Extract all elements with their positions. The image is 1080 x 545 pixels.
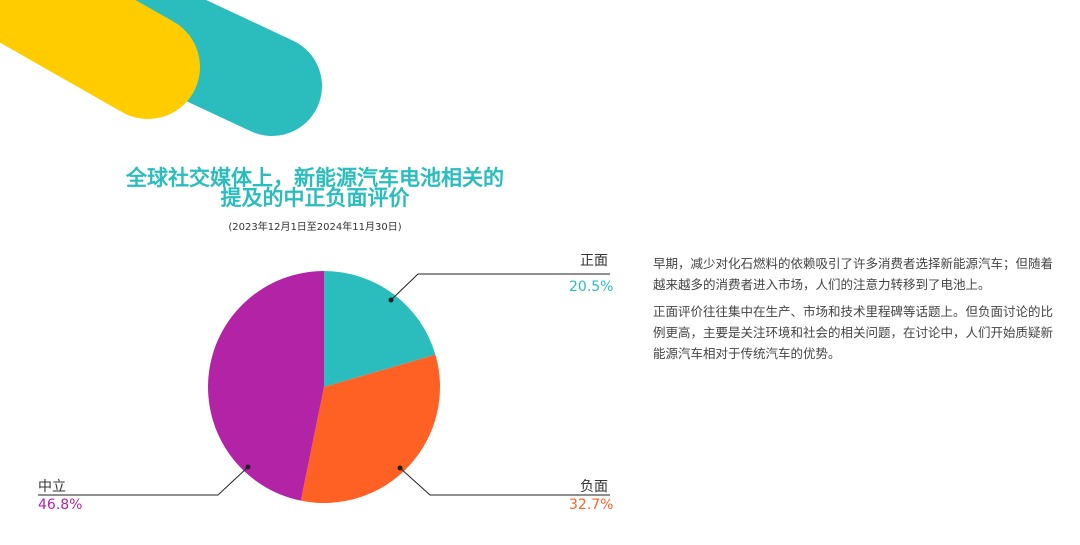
pie-slice-neutral — [208, 271, 324, 501]
leader-dot-neutral — [245, 464, 251, 470]
yellow-stripe — [0, 0, 200, 119]
value-negative: 32.7% — [569, 497, 614, 513]
leader-line-positive — [390, 273, 610, 301]
leader-line-negative — [399, 467, 610, 496]
value-neutral: 46.8% — [38, 497, 83, 513]
chart-subtitle: (2023年12月1日至2024年11月30日) — [228, 222, 402, 233]
chart-title-line2: 提及的中正负面评价 — [220, 186, 410, 210]
label-neutral: 中立 — [38, 479, 66, 495]
pie-slice-positive — [324, 271, 436, 387]
paragraph-2: 正面评价往往集中在生产、市场和技术里程碑等话题上。但负面讨论的比例更高，主要是关… — [653, 304, 1054, 361]
leader-dot-negative — [397, 465, 403, 471]
label-negative: 负面 — [580, 479, 608, 495]
value-positive: 20.5% — [569, 279, 614, 295]
leader-dot-positive — [388, 297, 394, 303]
chart-title-line1: 全球社交媒体上，新能源汽车电池相关的 — [126, 166, 504, 190]
leader-line-neutral — [38, 466, 249, 496]
paragraph-1: 早期，减少对化石燃料的依赖吸引了许多消费者选择新能源汽车；但随着越来越多的消费者… — [653, 256, 1054, 292]
label-positive: 正面 — [580, 253, 608, 269]
pie-slice-negative — [300, 354, 440, 503]
